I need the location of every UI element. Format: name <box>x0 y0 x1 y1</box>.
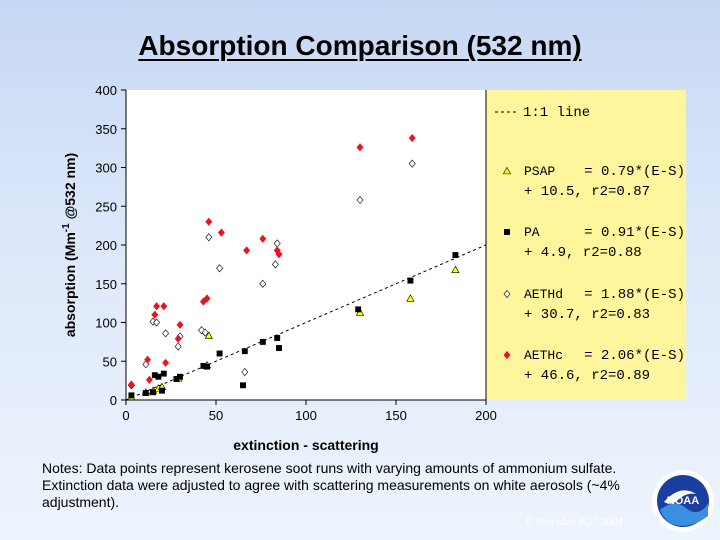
data-point-pa <box>274 335 281 341</box>
y-tick-label: 100 <box>95 316 117 331</box>
data-point-psap <box>451 265 460 273</box>
x-tick-label: 50 <box>209 408 223 423</box>
x-axis-label: extinction - scattering <box>233 437 378 453</box>
data-point-aethd <box>259 279 267 288</box>
data-point-pa <box>240 382 246 389</box>
legend-marker-aethd <box>503 289 511 299</box>
legend-equation: = 0.79*(E-S) <box>584 164 685 180</box>
legend-series-name: PSAP <box>524 164 555 179</box>
data-point-aethd <box>271 260 279 269</box>
data-point-pa <box>241 348 248 355</box>
data-point-aethc <box>127 380 135 389</box>
data-point-pa <box>159 387 165 394</box>
data-point-aethd <box>205 233 213 242</box>
data-point-aethc <box>153 302 161 311</box>
data-point-aethd <box>241 368 249 377</box>
legend-series-name: AETHd <box>524 287 563 302</box>
chart-title: Absorption Comparison (532 nm) <box>138 30 582 61</box>
plot-axes: 0 50 100 150 200 0 50 100 150 200 250 300 350 400 exti… <box>61 83 686 453</box>
legend-fit-stats: + 4.9, r2=0.88 <box>524 245 642 261</box>
data-point-pa <box>128 392 135 399</box>
x-tick-label: 150 <box>385 408 407 423</box>
y-tick-label: 250 <box>95 199 117 214</box>
data-point-aethc <box>217 228 225 237</box>
legend-fit-stats: + 30.7, r2=0.83 <box>524 307 650 323</box>
data-point-psap <box>406 294 415 302</box>
data-point-aethd <box>201 328 209 337</box>
data-point-pa <box>155 373 162 380</box>
data-point-pa <box>259 338 266 345</box>
data-point-aethc <box>259 234 267 243</box>
legend-equation: = 1.88*(E-S) <box>584 287 685 303</box>
data-point-pa <box>150 389 156 396</box>
legend-box <box>486 90 686 400</box>
data-point-aethc <box>356 143 364 152</box>
y-tick-label: 50 <box>103 354 117 369</box>
data-point-pa <box>407 277 414 284</box>
notes-text: Notes: Data points represent kerosene so… <box>42 460 620 510</box>
data-point-aethd <box>356 195 364 205</box>
data-point-pa <box>216 350 223 357</box>
data-point-aethc <box>203 294 211 303</box>
one-to-one-line <box>125 244 487 401</box>
noaa-logo: NOAA <box>652 470 714 532</box>
y-tick-label: 300 <box>95 161 117 176</box>
series-aethd <box>127 159 416 390</box>
y-tick-label: 0 <box>110 393 117 408</box>
data-point-aethc <box>144 355 152 364</box>
data-point-aethc <box>151 310 159 319</box>
series-aethc <box>127 133 416 389</box>
data-point-aethc <box>176 320 184 329</box>
data-marks <box>127 133 460 401</box>
legend-series-name: AETHc <box>524 348 563 363</box>
series-pa <box>128 252 459 399</box>
data-point-pa <box>355 306 362 313</box>
data-point-aethd <box>153 318 161 327</box>
data-point-aethc <box>174 334 182 343</box>
data-point-aethd <box>162 329 170 338</box>
legend-marker-psap <box>502 166 512 175</box>
y-tick-label: 200 <box>95 238 117 253</box>
data-point-aethd <box>216 264 224 273</box>
data-point-aethc <box>205 217 213 226</box>
data-point-pa <box>204 363 210 370</box>
data-point-pa <box>177 373 183 380</box>
y-tick-label: 350 <box>95 122 117 137</box>
data-point-aethc <box>275 250 283 259</box>
x-tick-label: 0 <box>122 408 129 423</box>
legend-marker-aethc <box>503 350 511 360</box>
data-point-aethd <box>174 342 182 351</box>
legend-equation: = 0.91*(E-S) <box>584 225 685 241</box>
svg-text:NOAA: NOAA <box>667 495 699 507</box>
data-point-aethc <box>160 302 168 311</box>
x-tick-label: 100 <box>295 408 317 423</box>
data-point-pa <box>160 370 167 377</box>
data-point-aethc <box>243 246 251 255</box>
legend-fit-stats: + 10.5, r2=0.87 <box>524 184 650 200</box>
reference-line-group <box>125 244 487 401</box>
legend-series-name: PA <box>524 225 540 240</box>
author-credit: P. Sheridan 8/27/2004 <box>525 516 623 528</box>
plot-area <box>126 90 486 400</box>
x-tick-label: 200 <box>475 408 497 423</box>
y-tick-label: 400 <box>95 83 117 98</box>
data-point-aethc <box>145 375 153 384</box>
y-axis-label: absorption (Mm-1 @532 nm) <box>61 153 78 337</box>
legend-equation: = 2.06*(E-S) <box>584 348 685 364</box>
data-point-pa <box>276 345 282 352</box>
data-point-pa <box>452 252 459 259</box>
data-point-aethd <box>408 159 416 168</box>
data-point-psap <box>204 331 213 339</box>
y-tick-label: 150 <box>95 277 117 292</box>
data-point-aethc <box>408 133 416 143</box>
data-point-pa <box>142 390 149 396</box>
legend-marker-pa <box>504 229 510 235</box>
data-point-aethc <box>162 358 170 367</box>
legend: 1:1 line PSAP = 0.79*(E-S) + 10.5, r2=0.87 P… <box>495 105 685 384</box>
legend-fit-stats: + 46.6, r2=0.89 <box>524 368 650 384</box>
legend-label-1to1: 1:1 line <box>523 105 590 121</box>
